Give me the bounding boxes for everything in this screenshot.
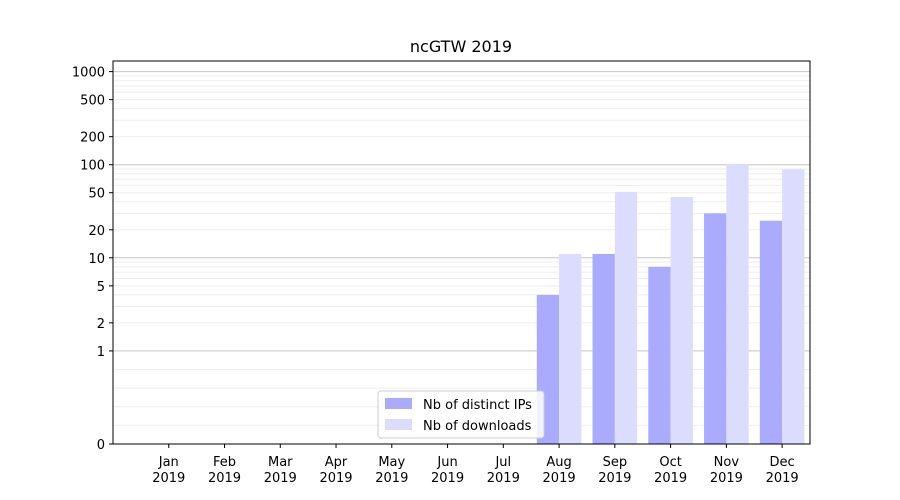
y-tick-label: 200 — [80, 131, 105, 146]
x-tick-label-month: Sep — [603, 455, 628, 470]
y-tick-label: 20 — [88, 224, 105, 239]
y-axis: 0 1 2 5 10 20 50 100 200 500 1000 — [72, 66, 113, 453]
x-tick-label-year: 2019 — [654, 471, 687, 486]
x-tick-label-year: 2019 — [543, 471, 576, 486]
legend-box — [377, 390, 545, 439]
bars — [536, 163, 805, 445]
legend-swatch-ips — [385, 398, 412, 409]
bar-downloads-oct — [670, 196, 693, 444]
x-tick-label-year: 2019 — [319, 471, 352, 486]
y-tick-label: 2 — [97, 317, 105, 332]
y-tick-label: 50 — [88, 187, 105, 202]
chart-title: ncGTW 2019 — [410, 37, 512, 56]
legend-label-ips: Nb of distinct IPs — [423, 398, 532, 413]
x-axis: Jan2019Feb2019Mar2019Apr2019May2019Jun20… — [152, 444, 799, 486]
bar-downloads-sep — [614, 191, 638, 444]
x-tick-label-month: Apr — [325, 455, 348, 470]
x-tick-label-year: 2019 — [487, 471, 520, 486]
bar-distinct-ips-dec — [759, 220, 783, 444]
grid — [113, 71, 810, 426]
x-tick-label-year: 2019 — [264, 471, 297, 486]
x-tick-label-year: 2019 — [208, 471, 241, 486]
plot-frame — [112, 60, 811, 445]
x-tick-label-month: Dec — [770, 455, 795, 470]
y-tick-label: 0 — [97, 438, 105, 453]
x-tick-label-month: Jan — [158, 455, 179, 470]
y-tick-label: 10 — [88, 252, 105, 267]
bar-distinct-ips-oct — [648, 266, 671, 444]
bar-distinct-ips-sep — [592, 253, 615, 444]
legend: Nb of distinct IPs Nb of downloads — [377, 390, 545, 439]
x-tick-label-month: Mar — [268, 455, 293, 470]
x-tick-label-year: 2019 — [598, 471, 631, 486]
y-tick-label: 1 — [97, 345, 105, 360]
x-tick-label-month: May — [378, 455, 405, 470]
bar-downloads-aug — [559, 253, 582, 444]
y-tick-label: 100 — [80, 159, 105, 174]
x-tick-label-month: Feb — [213, 455, 236, 470]
legend-swatch-downloads — [385, 419, 412, 430]
y-tick-label: 5 — [97, 280, 105, 295]
x-tick-label-year: 2019 — [431, 471, 464, 486]
x-tick-label-month: Jul — [494, 455, 511, 470]
x-tick-label-month: Oct — [659, 455, 681, 470]
x-tick-label-year: 2019 — [152, 471, 185, 486]
x-tick-label-month: Jun — [436, 455, 457, 470]
y-tick-label: 1000 — [72, 66, 105, 81]
bar-downloads-nov — [726, 163, 749, 444]
x-tick-label-year: 2019 — [710, 471, 743, 486]
x-tick-label-month: Aug — [546, 455, 571, 470]
legend-label-downloads: Nb of downloads — [423, 419, 532, 434]
bar-downloads-dec — [782, 169, 805, 445]
x-tick-label-year: 2019 — [375, 471, 408, 486]
bar-distinct-ips-nov — [704, 213, 727, 444]
x-tick-label-month: Nov — [714, 455, 740, 470]
y-tick-label: 500 — [80, 94, 105, 109]
x-tick-label-year: 2019 — [766, 471, 799, 486]
